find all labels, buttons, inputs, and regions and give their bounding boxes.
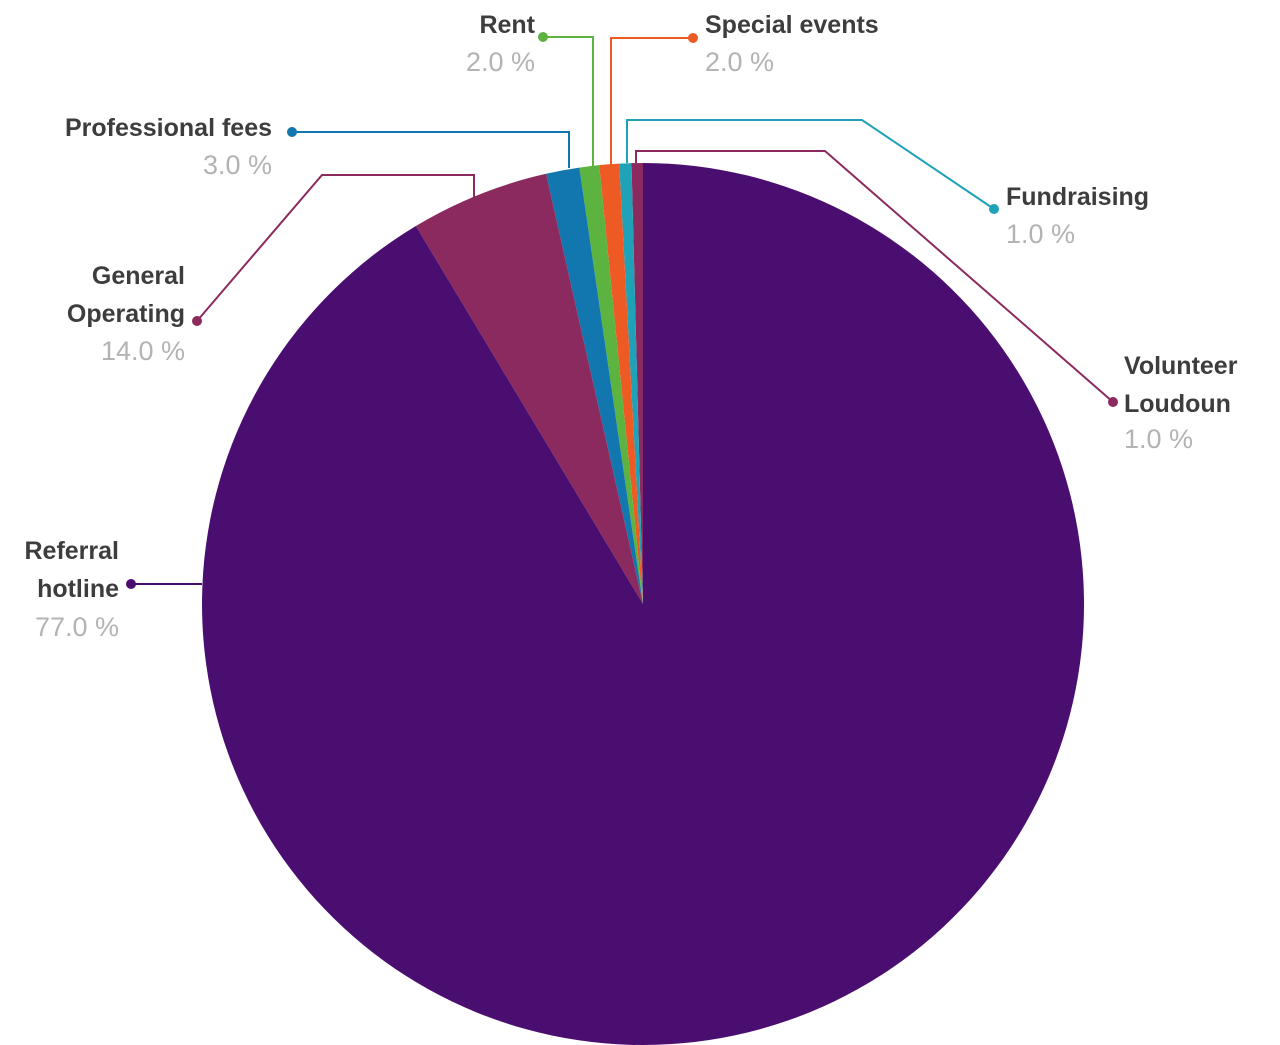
pie-slice bbox=[619, 163, 643, 604]
slice-label: Operating bbox=[67, 300, 185, 328]
leader-dot bbox=[538, 32, 548, 42]
slice-label: hotline bbox=[37, 575, 119, 603]
pie-slice bbox=[599, 163, 643, 604]
slice-percent-label: 77.0 % bbox=[35, 612, 119, 642]
slice-label: Loudoun bbox=[1124, 390, 1231, 418]
leader-line bbox=[292, 131, 570, 168]
pie-slice bbox=[415, 173, 643, 605]
leader-dot bbox=[287, 127, 297, 137]
leader-line bbox=[196, 174, 475, 322]
leader-dot bbox=[989, 204, 999, 214]
slice-percent-label: 2.0 % bbox=[466, 47, 535, 77]
leader-line bbox=[635, 150, 1114, 403]
leader-line bbox=[610, 37, 693, 165]
slice-label: Professional fees bbox=[65, 114, 272, 142]
slice-label: Fundraising bbox=[1006, 183, 1149, 211]
slice-label: Referral bbox=[25, 537, 120, 565]
slice-percent-label: 3.0 % bbox=[203, 150, 272, 180]
pie-slice bbox=[579, 165, 643, 604]
slice-labels: Volunteer Loudoun 1.0 % Fundraising 1.0 % Spe… bbox=[25, 11, 1238, 642]
slice-percent-label: 14.0 % bbox=[101, 336, 185, 366]
leader-dot bbox=[126, 579, 136, 589]
pie-slices bbox=[202, 163, 1085, 1045]
pie-slice bbox=[631, 163, 643, 604]
leader-dot bbox=[1108, 397, 1118, 407]
leader-dot bbox=[192, 316, 202, 326]
leader-line bbox=[543, 36, 594, 166]
slice-percent-label: 2.0 % bbox=[705, 47, 774, 77]
leader-lines bbox=[126, 32, 1118, 589]
slice-label: General bbox=[92, 262, 185, 290]
slice-percent-label: 1.0 % bbox=[1006, 219, 1075, 249]
slice-label: Rent bbox=[479, 11, 535, 39]
leader-line bbox=[626, 119, 995, 210]
slice-label: Volunteer bbox=[1124, 352, 1238, 380]
leader-dot bbox=[688, 33, 698, 43]
pie-slice bbox=[202, 163, 1085, 1045]
pie-slice bbox=[546, 167, 643, 604]
slice-label: Special events bbox=[705, 11, 879, 39]
slice-percent-label: 1.0 % bbox=[1124, 424, 1193, 454]
